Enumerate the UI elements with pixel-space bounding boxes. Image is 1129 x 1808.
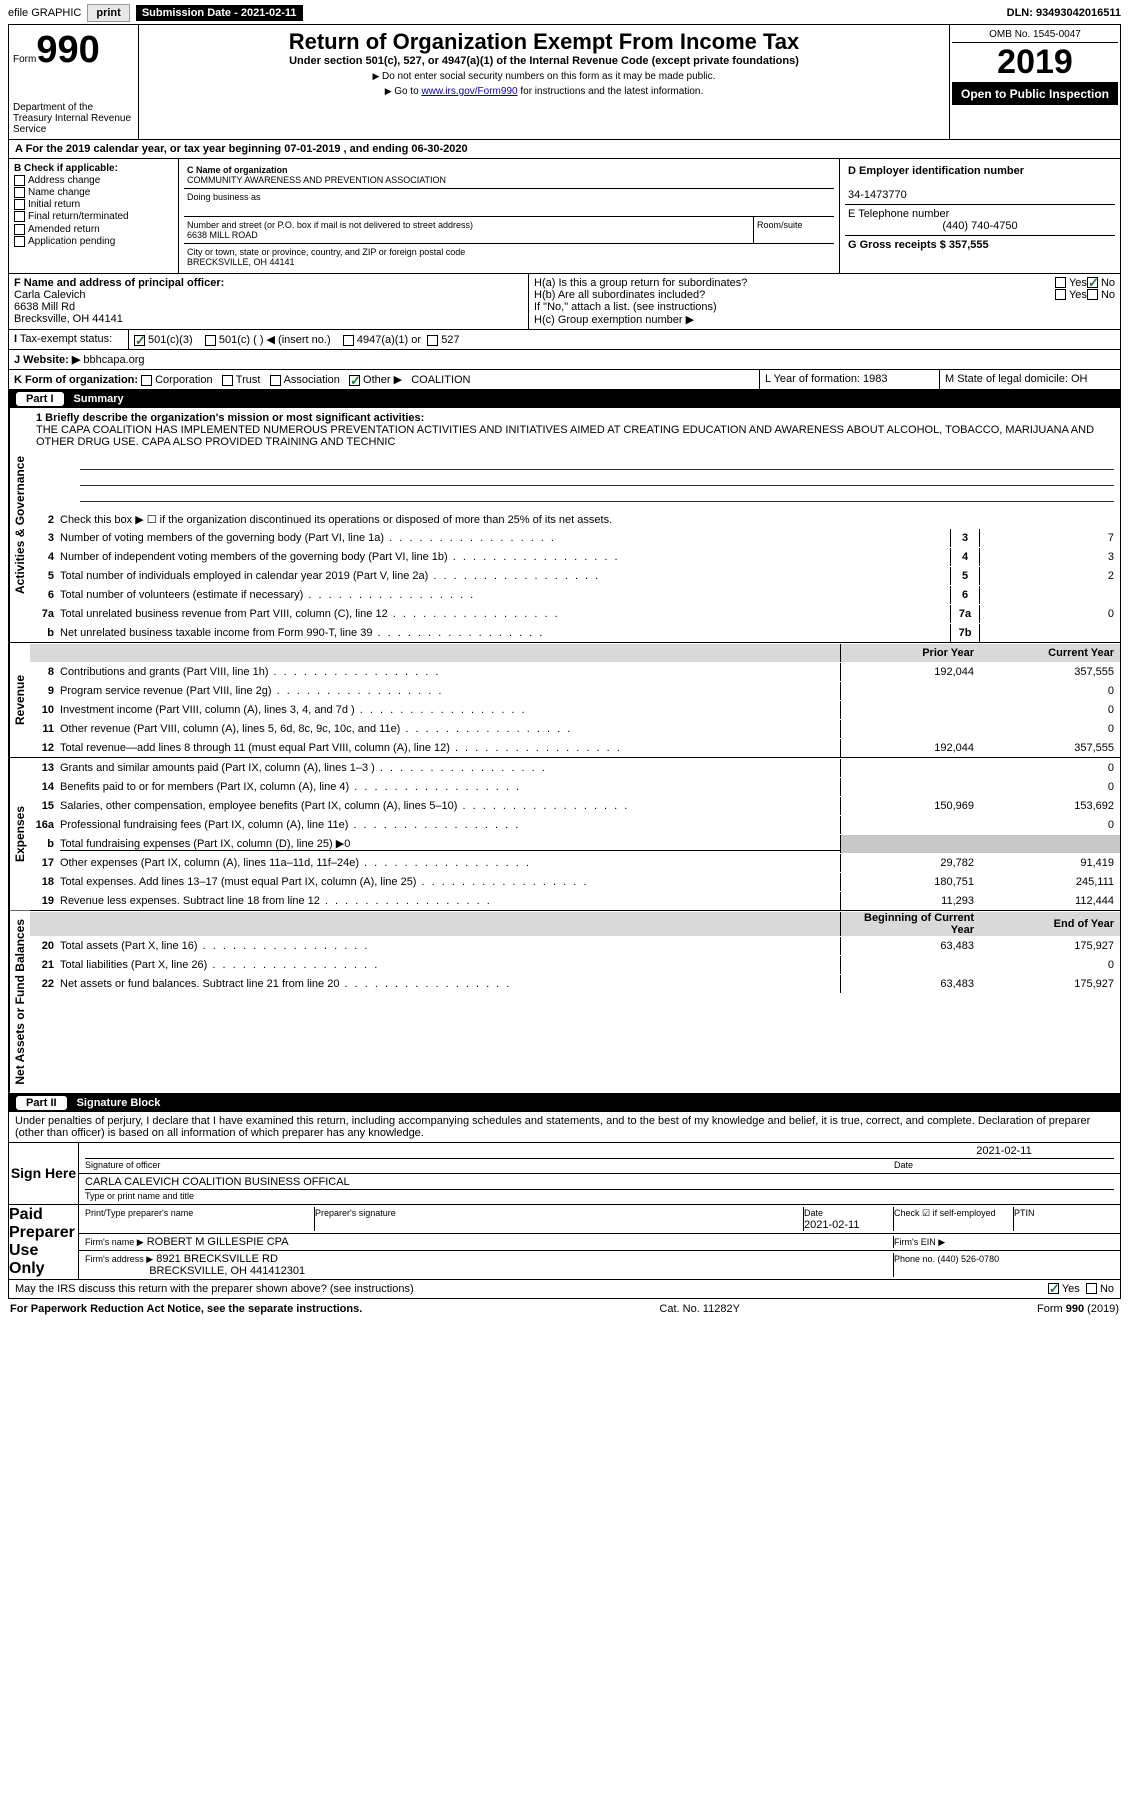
website-value: bbhcapa.org [83,354,144,366]
table-row: 9Program service revenue (Part VIII, lin… [30,681,1120,700]
tax-status-row: I Tax-exempt status: 501(c)(3) 501(c) ( … [8,330,1121,350]
table-row: 8Contributions and grants (Part VIII, li… [30,662,1120,681]
print-button[interactable]: print [87,4,129,22]
firm-phone: Phone no. (440) 526-0780 [894,1254,999,1264]
street-address: 6638 MILL ROAD [187,230,258,240]
table-row: 14Benefits paid to or for members (Part … [30,777,1120,796]
omb-number: OMB No. 1545-0047 [952,27,1118,43]
revenue-section: Revenue Prior YearCurrent Year 8Contribu… [8,643,1121,758]
checkb-item[interactable] [14,236,25,247]
form-header: Form990 Department of the Treasury Inter… [8,25,1121,140]
form-subtitle: Under section 501(c), 527, or 4947(a)(1)… [143,55,945,67]
sign-here-block: Sign Here Signature of officer 2021-02-1… [8,1143,1121,1205]
firm-addr: 8921 BRECKSVILLE RD [156,1253,278,1265]
website-row: J Website: ▶ bbhcapa.org [8,350,1121,370]
phone-value: (440) 740-4750 [848,220,1112,232]
irs-link[interactable]: www.irs.gov/Form990 [421,86,517,97]
discuss-yes[interactable] [1048,1283,1059,1294]
expenses-section: Expenses 13Grants and similar amounts pa… [8,758,1121,911]
k-opt[interactable] [222,375,233,386]
dept-label: Department of the Treasury Internal Reve… [13,102,134,135]
table-row: 16aProfessional fundraising fees (Part I… [30,815,1120,834]
mission-text: THE CAPA COALITION HAS IMPLEMENTED NUMER… [36,424,1094,448]
dln-label: DLN: 93493042016511 [1007,7,1121,19]
gross-receipts: G Gross receipts $ 357,555 [848,239,989,251]
ssn-warning: Do not enter social security numbers on … [143,71,945,82]
table-row: 12Total revenue—add lines 8 through 11 (… [30,738,1120,757]
check-b-column: B Check if applicable: Address changeNam… [9,159,179,273]
501c3-check[interactable] [134,335,145,346]
table-row: 15Salaries, other compensation, employee… [30,796,1120,815]
net-vlabel: Net Assets or Fund Balances [9,911,30,1093]
efile-label: efile GRAPHIC [8,7,81,19]
table-row: 10Investment income (Part VIII, column (… [30,700,1120,719]
part2-bar: Part II Signature Block [8,1094,1121,1112]
checkb-item[interactable] [14,175,25,186]
checkb-item[interactable] [14,211,25,222]
k-other-val: COALITION [411,374,470,386]
checkb-item[interactable] [14,187,25,198]
checkb-item[interactable] [14,199,25,210]
officer-typed-name: CARLA CALEVICH COALITION BUSINESS OFFICA… [85,1176,1114,1190]
527-check[interactable] [427,335,438,346]
mission-line [80,472,1114,486]
open-public: Open to Public Inspection [952,83,1118,105]
table-row: 21Total liabilities (Part X, line 26)0 [30,955,1120,974]
form-number: 990 [36,29,99,71]
prep-date: 2021-02-11 [804,1219,859,1231]
hb-yes[interactable] [1055,289,1066,300]
table-row: 22Net assets or fund balances. Subtract … [30,974,1120,993]
mission-line [80,488,1114,502]
rev-vlabel: Revenue [9,643,30,757]
k-opt[interactable] [349,375,360,386]
discuss-row: May the IRS discuss this return with the… [8,1280,1121,1299]
ha-yes[interactable] [1055,277,1066,288]
table-row: 20Total assets (Part X, line 16)63,48317… [30,936,1120,955]
officer-h-block: F Name and address of principal officer:… [8,274,1121,330]
part1-bar: Part I Summary [8,390,1121,408]
exp-vlabel: Expenses [9,758,30,910]
year-formation: L Year of formation: 1983 [760,370,940,389]
form-title: Return of Organization Exempt From Incom… [143,29,945,55]
table-row: bTotal fundraising expenses (Part IX, co… [30,834,1120,853]
hb-no[interactable] [1087,289,1098,300]
form-word: Form [13,54,36,65]
page-footer: For Paperwork Reduction Act Notice, see … [8,1299,1121,1319]
4947-check[interactable] [343,335,354,346]
mission-line [80,456,1114,470]
table-row: 18Total expenses. Add lines 13–17 (must … [30,872,1120,891]
k-opt[interactable] [270,375,281,386]
netassets-section: Net Assets or Fund Balances Beginning of… [8,911,1121,1094]
paid-preparer-block: Paid Preparer Use Only Print/Type prepar… [8,1205,1121,1280]
tax-year: 2019 [952,43,1118,83]
submission-date: Submission Date - 2021-02-11 [136,5,303,21]
checkb-item[interactable] [14,224,25,235]
org-name: COMMUNITY AWARENESS AND PREVENTION ASSOC… [187,175,446,185]
entity-block: B Check if applicable: Address changeNam… [8,159,1121,274]
gov-vlabel: Activities & Governance [9,408,30,642]
table-row: 13Grants and similar amounts paid (Part … [30,758,1120,777]
governance-section: Activities & Governance 1 Briefly descri… [8,408,1121,643]
k-opt[interactable] [141,375,152,386]
city-state-zip: BRECKSVILLE, OH 44141 [187,257,295,267]
top-bar: efile GRAPHIC print Submission Date - 20… [8,4,1121,25]
officer-name: Carla Calevich [14,289,523,301]
firm-name: ROBERT M GILLESPIE CPA [147,1236,289,1248]
discuss-no[interactable] [1086,1283,1097,1294]
501c-check[interactable] [205,335,216,346]
penalties-text: Under penalties of perjury, I declare th… [8,1112,1121,1143]
ha-no[interactable] [1087,277,1098,288]
sign-date: 2021-02-11 [894,1145,1114,1159]
table-row: 19Revenue less expenses. Subtract line 1… [30,891,1120,910]
ein-value: 34-1473770 [848,189,907,201]
goto-line: Go to www.irs.gov/Form990 for instructio… [143,86,945,97]
table-row: 11Other revenue (Part VIII, column (A), … [30,719,1120,738]
state-domicile: M State of legal domicile: OH [940,370,1120,389]
period-line: A For the 2019 calendar year, or tax yea… [8,140,1121,159]
table-row: 17Other expenses (Part IX, column (A), l… [30,853,1120,872]
k-l-m-row: K Form of organization: Corporation Trus… [8,370,1121,390]
